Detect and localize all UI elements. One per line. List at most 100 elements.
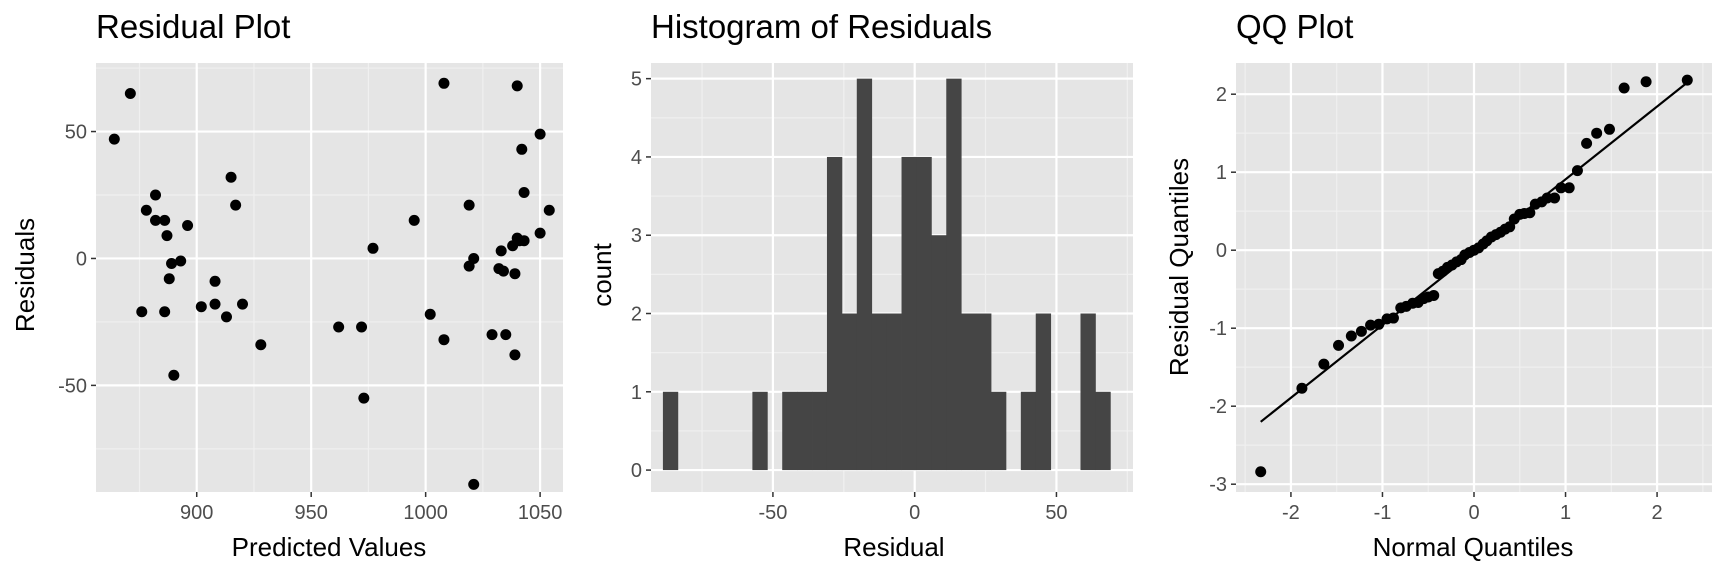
x-tick-label: -1 xyxy=(1374,502,1392,524)
qq-plot-title: QQ Plot xyxy=(1236,8,1353,45)
residual-plot-x-axis-label: Predicted Values xyxy=(232,532,427,562)
data-point xyxy=(438,334,450,346)
data-point xyxy=(518,235,530,247)
data-point xyxy=(140,204,152,216)
data-point xyxy=(518,186,530,198)
data-point xyxy=(516,143,528,155)
data-point xyxy=(150,214,162,226)
histogram-bar xyxy=(826,156,843,471)
qq-plot-grid xyxy=(1236,63,1712,492)
data-point xyxy=(534,227,546,239)
data-point xyxy=(175,255,187,267)
data-point xyxy=(1355,325,1367,337)
data-point xyxy=(1345,330,1357,342)
x-tick-label: 1 xyxy=(1560,502,1571,524)
data-point xyxy=(1365,319,1377,331)
histogram-bar xyxy=(812,391,828,471)
data-point xyxy=(468,478,480,490)
data-point xyxy=(255,339,267,351)
y-tick-label: 0 xyxy=(1216,240,1227,262)
histogram-bar xyxy=(797,391,813,471)
x-tick-label: 2 xyxy=(1652,502,1663,524)
y-tick-label: -3 xyxy=(1209,474,1227,496)
data-point xyxy=(225,171,237,183)
data-point xyxy=(159,306,171,318)
qq-plot-x-axis-label: Normal Quantiles xyxy=(1373,532,1574,562)
residual-plot-x-ticks: 900 950 1000 1050 xyxy=(180,492,562,524)
histogram-title: Histogram of Residuals xyxy=(651,8,992,45)
x-tick-label: 50 xyxy=(1045,502,1067,524)
data-point xyxy=(367,242,379,254)
y-tick-label: 1 xyxy=(631,382,642,404)
data-point xyxy=(195,301,207,313)
histogram-bar xyxy=(752,391,768,471)
data-point xyxy=(163,273,175,285)
y-tick-label: 4 xyxy=(631,147,642,169)
x-tick-label: 0 xyxy=(1468,502,1479,524)
qq-plot-y-axis-label: Residual Quantiles xyxy=(1164,158,1194,376)
data-point xyxy=(1618,82,1630,94)
data-point xyxy=(358,392,370,404)
histogram-bar xyxy=(991,391,1007,471)
data-point xyxy=(1549,192,1561,204)
x-tick-label: 1050 xyxy=(518,502,563,524)
data-point xyxy=(209,298,221,310)
residual-plot-points xyxy=(108,77,555,490)
y-tick-label: 3 xyxy=(631,225,642,247)
data-point xyxy=(424,308,436,320)
data-point xyxy=(495,245,507,257)
histogram-bar xyxy=(916,156,932,471)
data-point xyxy=(1255,466,1267,478)
histogram-bar xyxy=(662,391,679,471)
qq-plot-panel: QQ Plot -2 -1 0 1 2 2 1 0 -1 -2 -3 Normal Quantil… xyxy=(1164,8,1712,562)
histogram-bar xyxy=(871,313,888,471)
data-point xyxy=(1428,289,1440,301)
y-tick-label: 0 xyxy=(76,248,87,270)
data-point xyxy=(1591,127,1603,139)
histogram-y-ticks: 0 1 2 3 4 5 xyxy=(631,69,651,482)
histogram-bar xyxy=(856,78,873,471)
data-point xyxy=(220,311,232,323)
histogram-bar xyxy=(782,391,798,471)
data-point xyxy=(1581,137,1593,149)
y-tick-label: 50 xyxy=(65,122,87,144)
y-tick-label: 2 xyxy=(1216,84,1227,106)
data-point xyxy=(237,298,249,310)
histogram-bar xyxy=(961,313,977,471)
y-tick-label: 0 xyxy=(631,460,642,482)
y-tick-label: 5 xyxy=(631,69,642,91)
data-point xyxy=(108,133,120,145)
data-point xyxy=(468,252,480,264)
data-point xyxy=(463,199,475,211)
x-tick-label: 1000 xyxy=(403,502,448,524)
histogram-x-axis-label: Residual xyxy=(843,532,944,562)
data-point xyxy=(159,214,171,226)
residual-plot-grid xyxy=(96,63,563,492)
histogram-bar xyxy=(886,313,902,471)
data-point xyxy=(333,321,345,333)
x-tick-label: -50 xyxy=(758,502,787,524)
data-point xyxy=(1524,207,1536,219)
data-point xyxy=(150,189,162,201)
x-tick-label: 950 xyxy=(294,502,327,524)
data-point xyxy=(1318,358,1330,370)
data-point xyxy=(124,87,136,99)
y-tick-label: 2 xyxy=(631,304,642,326)
data-point xyxy=(408,214,420,226)
histogram-y-axis-label: count xyxy=(587,242,617,306)
histogram-bar xyxy=(1035,313,1052,471)
y-tick-label: -1 xyxy=(1209,318,1227,340)
qq-plot-points xyxy=(1255,74,1693,478)
histogram-bar xyxy=(946,78,962,471)
data-point xyxy=(1387,312,1399,324)
data-point xyxy=(1373,318,1385,330)
data-point xyxy=(1603,123,1615,135)
data-point xyxy=(497,265,509,277)
data-point xyxy=(1296,382,1308,394)
residual-plot-y-axis-label: Residuals xyxy=(10,218,40,332)
residual-plot-panel: Residual Plot 900 950 1000 1050 50 0 -50 Pred… xyxy=(10,8,563,562)
qq-plot-x-ticks: -2 -1 0 1 2 xyxy=(1282,492,1663,524)
histogram-bar xyxy=(841,313,858,471)
histogram-bar xyxy=(931,235,947,471)
histogram-bar xyxy=(901,156,917,471)
